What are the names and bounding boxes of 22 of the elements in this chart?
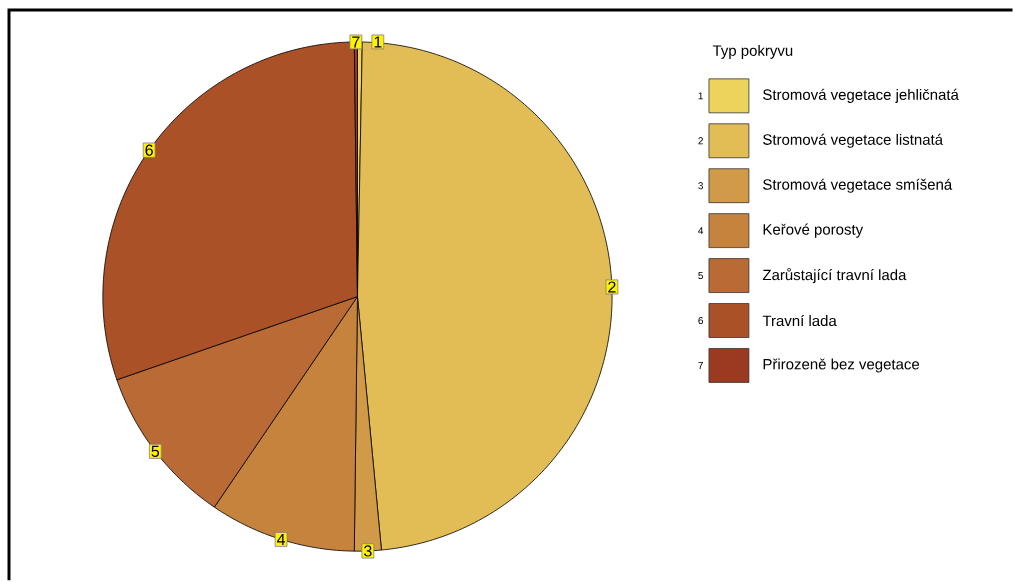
legend-label: Keřové porosty bbox=[763, 223, 864, 238]
text: 4 bbox=[698, 227, 704, 235]
legend-label: Travní lada bbox=[762, 315, 837, 327]
legend-label: Zarůstající travní lada bbox=[762, 268, 907, 284]
text: 2 bbox=[698, 137, 703, 145]
text: 6 bbox=[698, 317, 703, 325]
text: 2 bbox=[608, 281, 616, 293]
text: 1 bbox=[374, 36, 382, 48]
text: 5 bbox=[698, 272, 704, 280]
text: 7 bbox=[698, 362, 703, 370]
text: 1 bbox=[698, 92, 703, 100]
text: 3 bbox=[364, 545, 372, 557]
legend-label: Stromová vegetace smíšená bbox=[763, 178, 953, 193]
text: 6 bbox=[145, 144, 153, 156]
text: 7 bbox=[352, 36, 360, 48]
legend-label: Přirozeně bez vegetace bbox=[763, 358, 920, 373]
legend-title: Typ pokryvu bbox=[712, 45, 793, 60]
legend-label: Stromová vegetace jehličnatá bbox=[763, 88, 959, 104]
text: 5 bbox=[151, 445, 160, 458]
legend-label: Stromová vegetace listnatá bbox=[763, 133, 944, 149]
text: 3 bbox=[698, 182, 703, 190]
text: 4 bbox=[277, 534, 286, 546]
